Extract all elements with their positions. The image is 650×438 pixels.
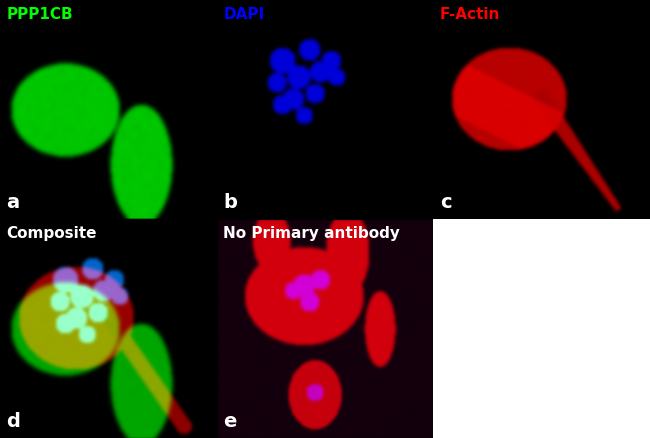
Text: PPP1CB: PPP1CB	[6, 7, 73, 21]
Text: F-Actin: F-Actin	[440, 7, 500, 21]
Text: c: c	[440, 194, 452, 212]
Text: a: a	[6, 194, 20, 212]
Text: No Primary antibody: No Primary antibody	[223, 226, 400, 240]
Text: DAPI: DAPI	[223, 7, 265, 21]
Text: Composite: Composite	[6, 226, 97, 240]
Text: d: d	[6, 413, 20, 431]
Text: b: b	[223, 194, 237, 212]
Text: e: e	[223, 413, 237, 431]
